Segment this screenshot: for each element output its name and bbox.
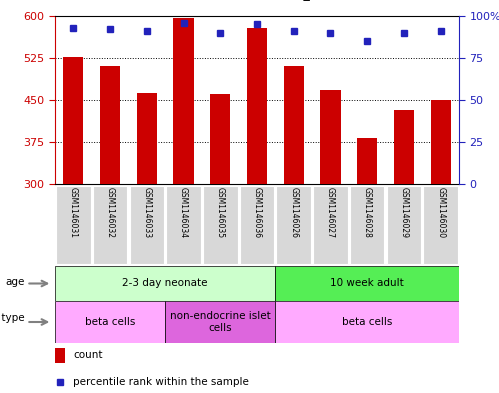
Text: GSM1146026: GSM1146026: [289, 187, 298, 238]
Bar: [275, 301, 459, 343]
Bar: [276, 185, 311, 264]
Text: beta cells: beta cells: [342, 317, 392, 327]
Text: non-endocrine islet
cells: non-endocrine islet cells: [170, 311, 270, 333]
Bar: [394, 110, 414, 184]
Bar: [130, 185, 164, 264]
Bar: [100, 66, 120, 184]
Text: GSM1146036: GSM1146036: [252, 187, 261, 239]
Text: age: age: [5, 277, 25, 287]
Bar: [313, 185, 348, 264]
Text: GSM1146030: GSM1146030: [436, 187, 445, 239]
Bar: [387, 185, 421, 264]
Text: beta cells: beta cells: [85, 317, 135, 327]
Bar: [431, 100, 451, 184]
Text: GSM1146033: GSM1146033: [142, 187, 151, 239]
Text: percentile rank within the sample: percentile rank within the sample: [73, 377, 249, 387]
Bar: [350, 185, 384, 264]
Bar: [55, 348, 65, 363]
Bar: [166, 185, 201, 264]
Bar: [203, 185, 238, 264]
Bar: [247, 28, 267, 184]
Bar: [55, 301, 165, 343]
Bar: [55, 266, 275, 301]
Text: 2-3 day neonate: 2-3 day neonate: [122, 279, 208, 288]
Bar: [283, 66, 304, 184]
Bar: [174, 18, 194, 184]
Text: count: count: [73, 351, 103, 360]
Bar: [93, 185, 127, 264]
Text: GSM1146031: GSM1146031: [69, 187, 78, 238]
Text: 10 week adult: 10 week adult: [330, 279, 404, 288]
Bar: [165, 301, 275, 343]
Text: GSM1146035: GSM1146035: [216, 187, 225, 239]
Text: GSM1146027: GSM1146027: [326, 187, 335, 238]
Bar: [275, 266, 459, 301]
Bar: [56, 185, 91, 264]
Bar: [240, 185, 274, 264]
Text: GSM1146028: GSM1146028: [363, 187, 372, 238]
Bar: [423, 185, 458, 264]
Text: GSM1146034: GSM1146034: [179, 187, 188, 239]
Text: GSM1146029: GSM1146029: [399, 187, 408, 238]
Bar: [357, 138, 377, 184]
Bar: [63, 57, 83, 184]
Bar: [320, 90, 340, 184]
Text: cell type: cell type: [0, 313, 25, 323]
Bar: [137, 93, 157, 184]
Bar: [210, 94, 231, 184]
Text: GSM1146032: GSM1146032: [106, 187, 115, 238]
